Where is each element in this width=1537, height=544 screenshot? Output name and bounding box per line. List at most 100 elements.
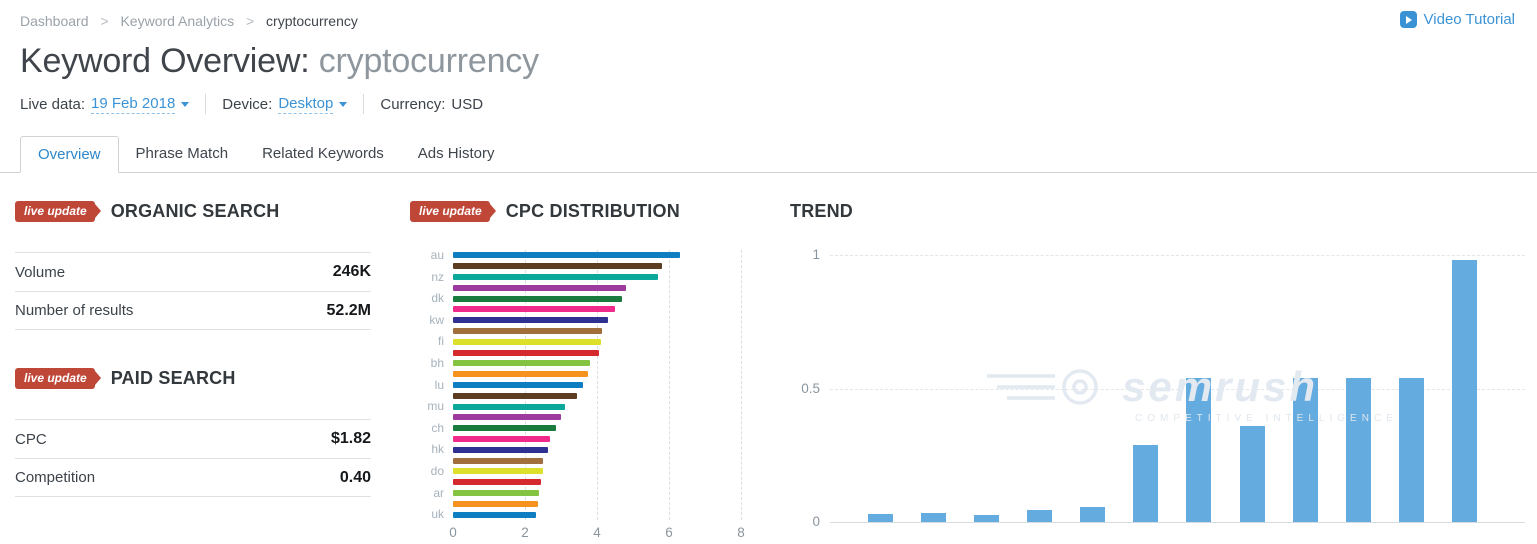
trend-bar: [1292, 377, 1318, 522]
cpc-bar: [453, 338, 601, 345]
trend-bar: [1451, 260, 1477, 522]
cpc-bar: [453, 371, 588, 378]
settings-divider: [363, 94, 365, 114]
live-update-badge: live update: [410, 200, 490, 222]
row-label: Volume: [15, 263, 66, 281]
cpc-gridline: [669, 250, 670, 520]
row-value: $1.82: [330, 430, 371, 447]
trend-bar: [974, 515, 1000, 522]
cpc-axis-tick: 4: [593, 525, 601, 540]
trend-bar: [1345, 377, 1371, 522]
search-metrics-column: live update ORGANIC SEARCH Volume 246K N…: [15, 173, 371, 497]
top-bar: Dashboard > Keyword Analytics > cryptocu…: [0, 0, 1537, 31]
cpc-bar: [453, 468, 543, 475]
cpc-bar: [453, 425, 556, 432]
trend-bar: [1027, 510, 1053, 522]
cpc-gridline: [597, 250, 598, 520]
cpc-plot-area: au nz dk kw fi bh lu mu ch hk do ar uk: [427, 249, 742, 520]
cpc-chart-row: [453, 282, 741, 293]
tab-ads-history[interactable]: Ads History: [417, 145, 495, 162]
cpc-bar: [453, 435, 551, 442]
trend-bar: [1239, 425, 1265, 522]
trend-bar: [868, 514, 893, 522]
cpc-country-label: fi: [438, 334, 444, 349]
cpc-chart-row: [453, 477, 741, 488]
organic-search-table: Volume 246K Number of results 52.2M: [15, 252, 371, 330]
cpc-chart-row: [453, 498, 741, 509]
trend-y-axis-label: 0.5: [801, 380, 820, 396]
breadcrumb-current-keyword: cryptocurrency: [266, 13, 358, 29]
video-tutorial-link[interactable]: Video Tutorial: [1399, 11, 1515, 28]
live-data-select[interactable]: 19 Feb 2018: [91, 94, 176, 114]
cpc-bar: [453, 381, 583, 388]
trend-bars: [830, 255, 1525, 522]
trend-bar: [1186, 377, 1212, 522]
row-value: 246K: [332, 263, 371, 280]
cpc-country-label: lu: [434, 377, 444, 392]
device-select[interactable]: Desktop: [278, 94, 334, 114]
cpc-gridline: [741, 250, 742, 520]
trend-title: TREND: [790, 200, 853, 221]
trend-chart: 0 0.5 1 semrush: [801, 247, 1525, 529]
cpc-chart-row: do: [431, 465, 741, 477]
live-update-badge: live update: [15, 200, 95, 222]
video-tutorial-label: Video Tutorial: [1423, 11, 1515, 28]
page-title-keyword: cryptocurrency: [318, 42, 539, 80]
cpc-bar: [453, 500, 538, 507]
row-label: Competition: [15, 469, 96, 486]
cpc-chart-row: [453, 347, 741, 358]
cpc-chart-row: dk: [431, 292, 741, 304]
cpc-chart-row: [453, 369, 741, 380]
cpc-distribution-title: CPC DISTRIBUTION: [505, 200, 680, 221]
trend-bar: [921, 512, 947, 522]
tab-phrase-match[interactable]: Phrase Match: [135, 145, 229, 162]
cpc-chart-row: nz: [431, 271, 741, 282]
settings-divider: [205, 94, 207, 114]
breadcrumb-keyword-analytics[interactable]: Keyword Analytics: [120, 13, 235, 29]
cpc-chart-row: kw: [429, 314, 741, 326]
breadcrumb-separator: >: [245, 13, 255, 29]
cpc-bar: [453, 360, 590, 367]
cpc-axis-tick: 6: [665, 525, 673, 540]
cpc-chart-row: bh: [431, 357, 741, 369]
paid-search-title: PAID SEARCH: [110, 367, 236, 388]
cpc-chart-row: [453, 455, 741, 466]
live-data-label: Live data:: [20, 95, 86, 113]
chevron-down-icon: [181, 101, 190, 107]
cpc-bar: [453, 252, 680, 259]
trend-bar: [1080, 507, 1106, 522]
cpc-distribution-chart: au nz dk kw fi bh lu mu ch hk do ar uk 0 2 4 6 8: [410, 249, 760, 544]
tab-related-keywords[interactable]: Related Keywords: [262, 145, 384, 162]
breadcrumb-separator: >: [100, 13, 109, 29]
tab-overview[interactable]: Overview: [20, 136, 119, 173]
cpc-chart-row: mu: [427, 400, 741, 412]
content-area: live update ORGANIC SEARCH Volume 246K N…: [0, 173, 1537, 542]
paid-search-header: live update PAID SEARCH: [15, 366, 371, 390]
cpc-chart-row: fi: [438, 335, 741, 347]
trend-bar: [1133, 444, 1159, 522]
cpc-country-label: au: [430, 248, 444, 262]
row-value: 52.2M: [326, 301, 371, 319]
cpc-country-label: uk: [431, 507, 444, 522]
trend-y-axis-label: 1: [812, 247, 820, 262]
cpc-country-label: bh: [430, 355, 444, 370]
device-label: Device:: [222, 95, 273, 113]
cpc-bar: [453, 349, 599, 356]
cpc-chart-row: [453, 304, 741, 315]
table-row-cpc: CPC $1.82: [15, 419, 371, 458]
cpc-country-label: mu: [427, 399, 444, 414]
cpc-bar: [453, 511, 536, 518]
cpc-country-label: do: [430, 463, 444, 478]
cpc-chart-row: [453, 326, 741, 337]
row-label: Number of results: [15, 302, 134, 319]
cpc-bar: [453, 273, 659, 280]
organic-search-title: ORGANIC SEARCH: [110, 200, 280, 221]
breadcrumb-dashboard[interactable]: Dashboard: [20, 13, 89, 29]
cpc-chart-row: lu: [435, 379, 741, 390]
cpc-bar: [453, 327, 603, 334]
cpc-chart-row: ar: [433, 487, 741, 498]
cpc-chart-row: au: [431, 249, 741, 261]
page-title-prefix: Keyword Overview:: [20, 42, 310, 80]
cpc-bar: [453, 284, 626, 291]
